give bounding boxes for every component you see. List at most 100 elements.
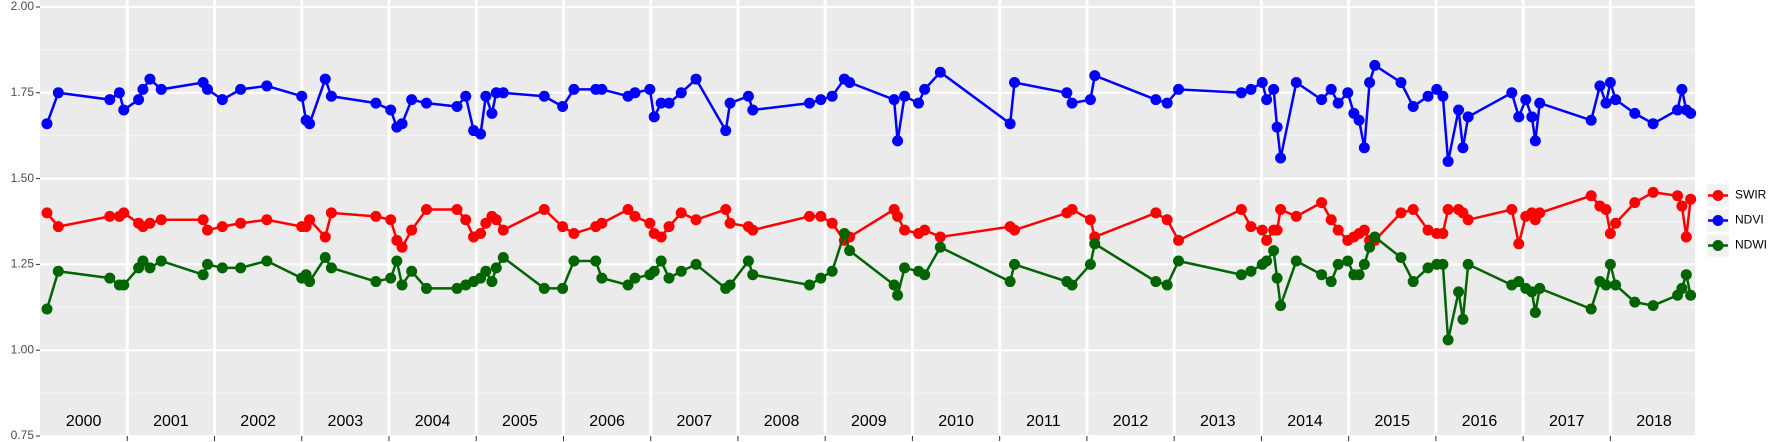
point xyxy=(304,276,316,288)
point xyxy=(1462,214,1474,226)
point xyxy=(1506,203,1518,215)
point xyxy=(1610,94,1622,106)
y-tick-label: 1.75 xyxy=(11,85,35,99)
point xyxy=(1407,276,1419,288)
point xyxy=(1529,135,1541,147)
point xyxy=(919,224,931,236)
point xyxy=(590,255,602,267)
point xyxy=(1534,97,1546,109)
point xyxy=(838,228,850,240)
point xyxy=(690,258,702,270)
point xyxy=(1235,269,1247,281)
point xyxy=(1173,234,1185,246)
point xyxy=(451,282,463,294)
point xyxy=(747,224,759,236)
point xyxy=(1513,111,1525,123)
point xyxy=(41,207,53,219)
point xyxy=(1672,190,1684,202)
point xyxy=(52,265,64,277)
point xyxy=(1004,118,1016,130)
year-label: 2007 xyxy=(677,413,713,430)
point xyxy=(557,221,569,233)
point xyxy=(690,73,702,85)
point xyxy=(1647,186,1659,198)
point xyxy=(235,262,247,274)
point xyxy=(1268,83,1280,95)
point xyxy=(913,97,925,109)
point xyxy=(144,217,156,229)
point xyxy=(1534,207,1546,219)
point xyxy=(1585,303,1597,315)
point xyxy=(1513,276,1525,288)
year-label: 2002 xyxy=(240,413,276,430)
point xyxy=(1275,300,1287,312)
point xyxy=(325,262,337,274)
year-label: 2009 xyxy=(851,413,887,430)
point xyxy=(644,83,656,95)
point xyxy=(41,303,53,315)
point xyxy=(118,279,130,291)
point xyxy=(1256,224,1268,236)
point xyxy=(1358,224,1370,236)
point xyxy=(826,217,838,229)
point xyxy=(420,97,432,109)
point xyxy=(899,224,911,236)
year-label: 2000 xyxy=(66,413,102,430)
point xyxy=(596,272,608,284)
point xyxy=(629,210,641,222)
point xyxy=(888,279,900,291)
point xyxy=(1089,238,1101,250)
point xyxy=(747,104,759,116)
point xyxy=(1407,203,1419,215)
point xyxy=(475,228,487,240)
point xyxy=(319,73,331,85)
point xyxy=(1676,200,1688,212)
point xyxy=(1610,217,1622,229)
point xyxy=(41,118,53,130)
point xyxy=(406,265,418,277)
point xyxy=(1173,255,1185,267)
year-label: 2003 xyxy=(328,413,364,430)
year-label: 2016 xyxy=(1462,413,1498,430)
point xyxy=(118,207,130,219)
point xyxy=(803,210,815,222)
point xyxy=(1271,224,1283,236)
point xyxy=(1672,104,1684,116)
point xyxy=(629,87,641,99)
point xyxy=(396,279,408,291)
point xyxy=(815,94,827,106)
point xyxy=(1150,207,1162,219)
point xyxy=(1600,279,1612,291)
point xyxy=(648,111,660,123)
point xyxy=(1453,104,1465,116)
point xyxy=(675,87,687,99)
point xyxy=(133,94,145,106)
point xyxy=(1004,276,1016,288)
point xyxy=(538,90,550,102)
point xyxy=(1150,94,1162,106)
point xyxy=(1084,214,1096,226)
point xyxy=(888,94,900,106)
point xyxy=(934,231,946,243)
point xyxy=(1585,114,1597,126)
point xyxy=(1275,152,1287,164)
point xyxy=(1685,289,1697,301)
point xyxy=(1395,207,1407,219)
point xyxy=(648,265,660,277)
point xyxy=(475,128,487,140)
point xyxy=(1325,214,1337,226)
point xyxy=(720,125,732,137)
year-label: 2005 xyxy=(502,413,538,430)
point xyxy=(235,217,247,229)
point xyxy=(919,83,931,95)
point xyxy=(899,90,911,102)
year-label: 2001 xyxy=(153,413,189,430)
point xyxy=(1084,94,1096,106)
point xyxy=(52,221,64,233)
point xyxy=(1353,114,1365,126)
point xyxy=(1647,300,1659,312)
point xyxy=(370,276,382,288)
point xyxy=(1629,197,1641,209)
point xyxy=(1604,228,1616,240)
